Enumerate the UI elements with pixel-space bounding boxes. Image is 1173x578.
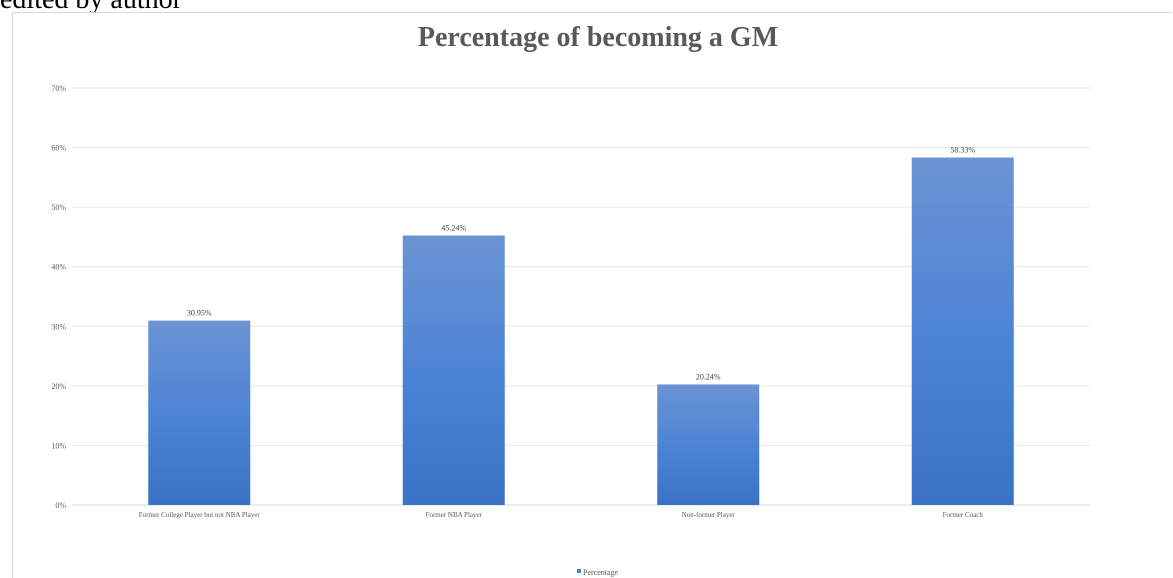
y-tick-label: 0% (55, 501, 66, 510)
bar-former-nba-player (403, 235, 505, 505)
category-label: Former NBA Player (426, 511, 483, 519)
y-tick-label: 40% (51, 263, 66, 272)
bars (148, 158, 1014, 505)
x-axis-categories: Former College Player but not NBA Player… (139, 511, 984, 519)
y-tick-label: 50% (51, 203, 66, 212)
legend-entry-percentage: Percentage (583, 568, 619, 577)
category-label: Former College Player but not NBA Player (139, 511, 261, 519)
category-label: Former Coach (943, 511, 984, 519)
data-label: 58.33% (950, 146, 975, 155)
bar-former-college-player-but-not-nba-player (148, 321, 250, 505)
bar-former-coach (912, 158, 1014, 505)
chart-title: Percentage of becoming a GM (418, 22, 778, 53)
legend: Percentage (577, 568, 619, 577)
y-tick-label: 20% (51, 382, 66, 391)
y-tick-label: 10% (51, 441, 66, 450)
y-tick-label: 70% (51, 84, 66, 93)
y-tick-label: 60% (51, 144, 66, 153)
legend-swatch (577, 569, 581, 573)
data-labels: 30.95% 45.24% 20.24% 58.33% (187, 146, 976, 382)
data-label: 20.24% (696, 372, 721, 381)
y-axis-ticks: 0% 10% 20% 30% 40% 50% 60% 70% (51, 84, 66, 510)
data-label: 30.95% (187, 309, 212, 318)
data-label: 45.24% (441, 223, 466, 232)
category-label: Non-former Player (682, 511, 736, 519)
bar-non-former-player (657, 384, 759, 505)
y-tick-label: 30% (51, 322, 66, 331)
